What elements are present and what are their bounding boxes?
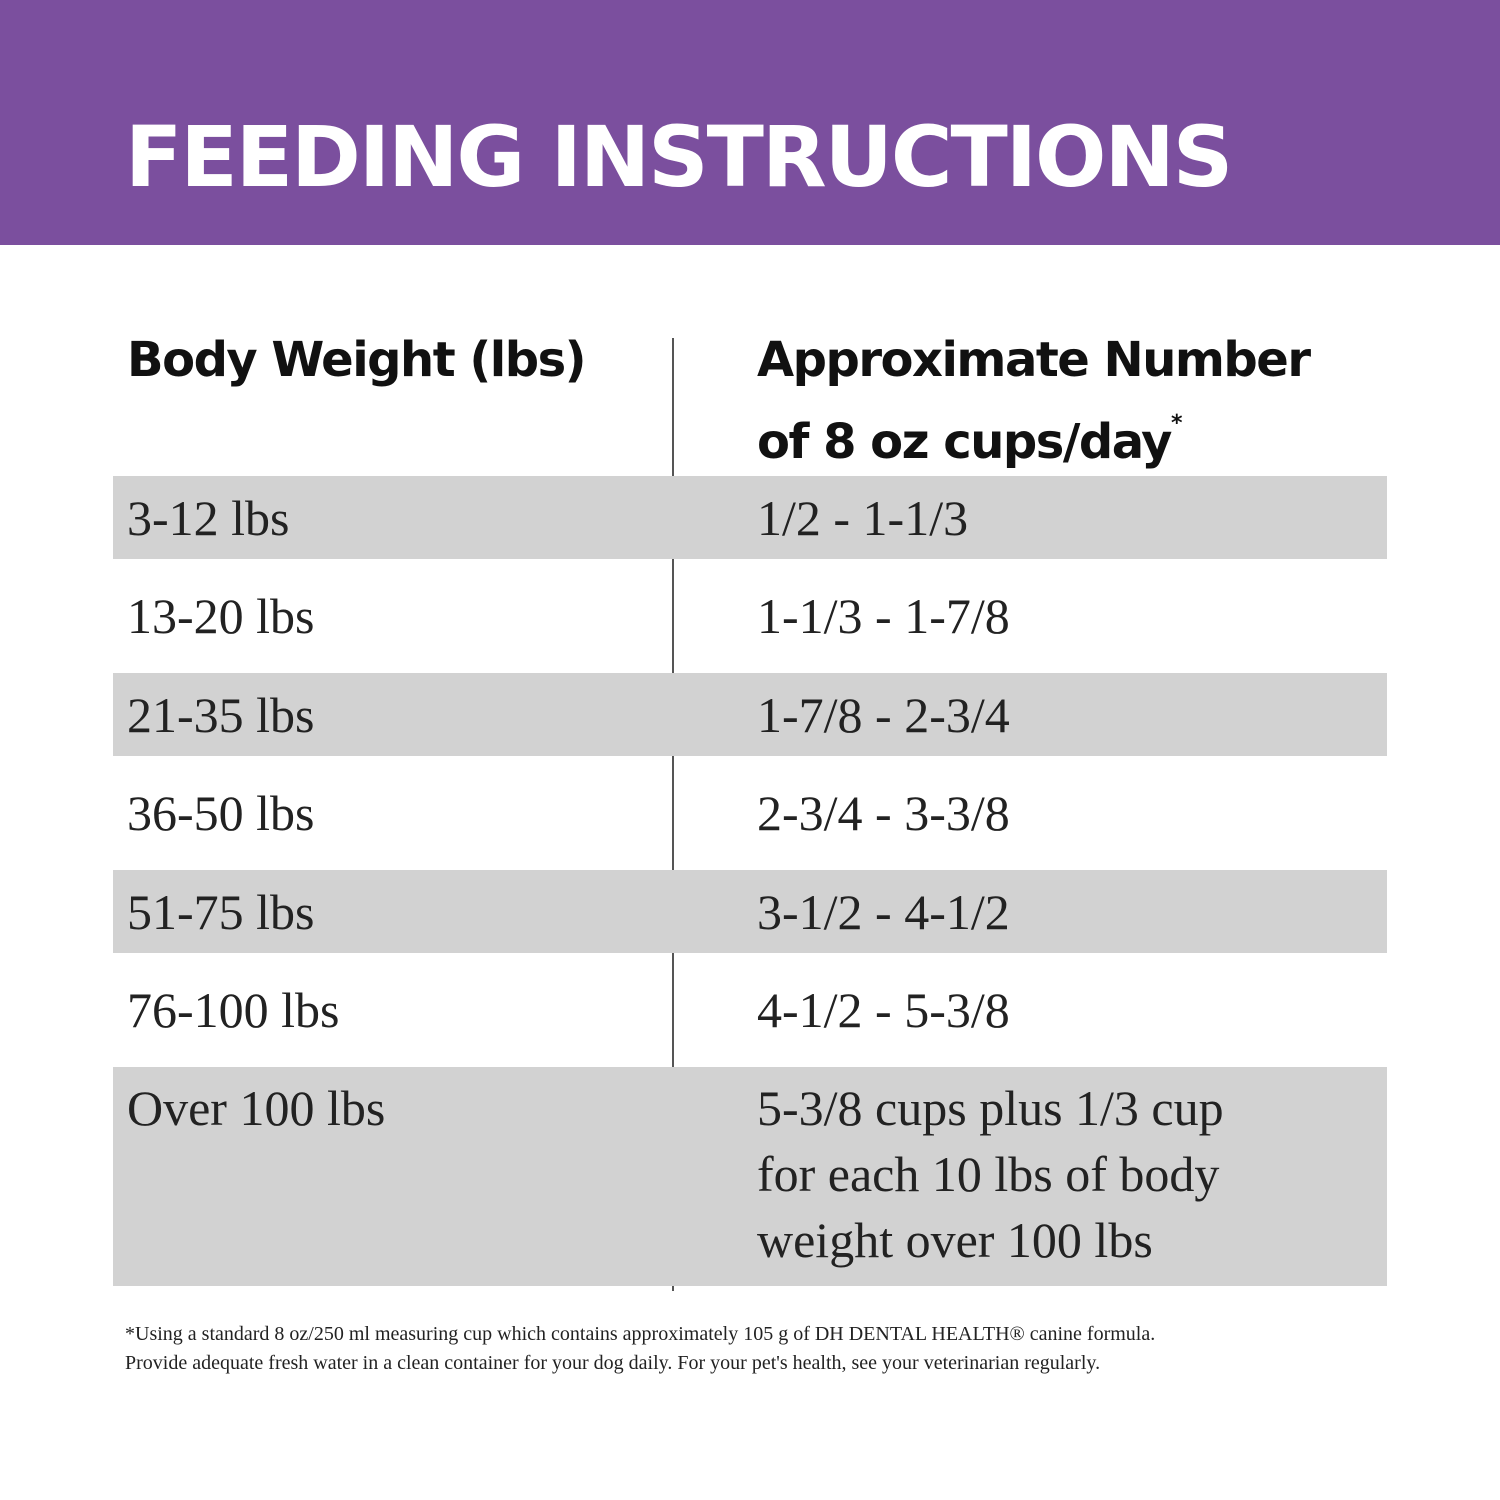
cell-line: 3-1/2 - 4-1/2 xyxy=(757,883,1010,940)
cell-line: 3-12 lbs xyxy=(127,489,290,546)
table-row: 51-75 lbs 3-1/2 - 4-1/2 xyxy=(113,870,1387,953)
title: FEEDING INSTRUCTIONS xyxy=(125,108,1233,206)
table-cell: 36-50 lbs xyxy=(127,780,315,846)
table-row: 3-12 lbs 1/2 - 1-1/3 xyxy=(113,476,1387,559)
table-cell: 1-1/3 - 1-7/8 xyxy=(757,583,1010,649)
footnote-line: *Using a standard 8 oz/250 ml measuring … xyxy=(125,1323,1156,1345)
cell-line: 2-3/4 - 3-3/8 xyxy=(757,785,1010,841)
table-row: 76-100 lbs 4-1/2 - 5-3/8 xyxy=(113,953,1387,1067)
cell-line: 4-1/2 - 5-3/8 xyxy=(757,982,1010,1038)
table-row: 13-20 lbs 1-1/3 - 1-7/8 xyxy=(113,559,1387,673)
note-mark: * xyxy=(1170,411,1183,436)
table-cell: 13-20 lbs xyxy=(127,583,315,649)
table-cell: 5-3/8 cups plus 1/3 cup for each 10 lbs o… xyxy=(757,1075,1224,1273)
cell-line: 1-7/8 - 2-3/4 xyxy=(757,686,1010,743)
table-cell: 51-75 lbs xyxy=(127,879,315,945)
cell-line: 36-50 lbs xyxy=(127,785,315,841)
table-cell: 76-100 lbs xyxy=(127,977,340,1043)
footnote: *Using a standard 8 oz/250 ml measuring … xyxy=(125,1320,1155,1378)
table-cell: 4-1/2 - 5-3/8 xyxy=(757,977,1010,1043)
cell-line: 21-35 lbs xyxy=(127,686,315,743)
table-row: 21-35 lbs 1-7/8 - 2-3/4 xyxy=(113,673,1387,756)
cell-line: 1-1/3 - 1-7/8 xyxy=(757,588,1010,644)
table-cell: 1-7/8 - 2-3/4 xyxy=(757,682,1010,748)
column-header: Body Weight (lbs) xyxy=(127,328,587,392)
table-cell: 3-12 lbs xyxy=(127,485,290,551)
cell-line: Over 100 lbs xyxy=(127,1080,386,1136)
cell-line: for each 10 lbs of body xyxy=(757,1146,1220,1202)
table-cell: 1/2 - 1-1/3 xyxy=(757,485,968,551)
header-line: Approximate Number xyxy=(757,332,1311,388)
table-cell: 21-35 lbs xyxy=(127,682,315,748)
header-banner: FEEDING INSTRUCTIONS xyxy=(0,0,1500,245)
column-header: Approximate Number of 8 oz cups/day* xyxy=(757,328,1311,474)
footnote-line: Provide adequate fresh water in a clean … xyxy=(125,1352,1101,1374)
header-line: of 8 oz cups/day* xyxy=(757,411,1183,470)
cell-line: 5-3/8 cups plus 1/3 cup xyxy=(757,1080,1224,1136)
table-cell: 2-3/4 - 3-3/8 xyxy=(757,780,1010,846)
header-line: Body Weight (lbs) xyxy=(127,332,587,388)
cell-line: weight over 100 lbs xyxy=(757,1212,1153,1268)
cell-line: 51-75 lbs xyxy=(127,883,315,940)
cell-line: 13-20 lbs xyxy=(127,588,315,644)
table-cell: 3-1/2 - 4-1/2 xyxy=(757,879,1010,945)
column-divider xyxy=(672,338,674,1291)
cell-line: 1/2 - 1-1/3 xyxy=(757,489,969,546)
cell-line: 76-100 lbs xyxy=(127,982,340,1038)
table-row: 36-50 lbs 2-3/4 - 3-3/8 xyxy=(113,756,1387,870)
table-row: Over 100 lbs 5-3/8 cups plus 1/3 cup for e… xyxy=(113,1067,1387,1286)
table-cell: Over 100 lbs xyxy=(127,1075,385,1141)
